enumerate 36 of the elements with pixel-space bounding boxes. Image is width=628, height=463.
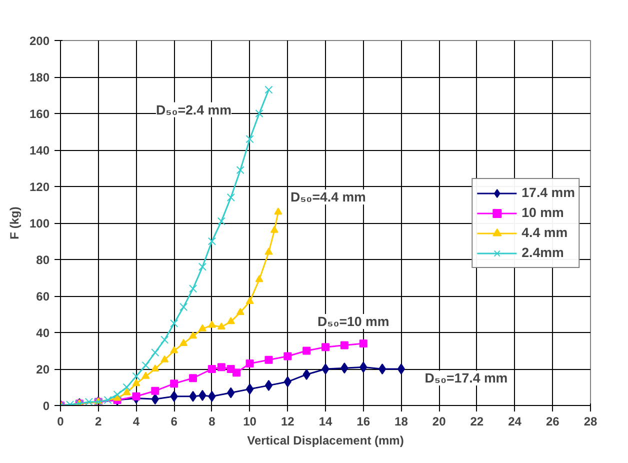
x-tick-label: 2 — [95, 414, 102, 428]
y-tick-label: 0 — [42, 399, 50, 413]
y-tick-label: 160 — [29, 107, 50, 121]
x-tick-label: 14 — [318, 414, 332, 428]
y-tick-label: 200 — [29, 34, 50, 48]
legend-label: 2.4mm — [522, 245, 564, 260]
x-tick-label: 26 — [546, 414, 560, 428]
y-tick-label: 60 — [36, 290, 50, 304]
x-tick-label: 8 — [208, 414, 216, 428]
legend-label: 17.4 mm — [522, 185, 575, 200]
y-tick-label: 140 — [29, 144, 50, 158]
y-tick-label: 180 — [29, 70, 50, 84]
y-tick-label: 80 — [36, 253, 50, 267]
x-tick-label: 16 — [356, 414, 370, 428]
y-tick-label: 40 — [36, 326, 50, 340]
annotation: D₅₀=2.4 mm — [156, 102, 232, 118]
legend-label: 4.4 mm — [522, 225, 568, 240]
annotation: D₅₀=10 mm — [317, 314, 390, 329]
annotation: D₅₀=17.4 mm — [424, 370, 508, 386]
x-tick-label: 4 — [132, 414, 140, 428]
annotation: D₅₀=4.4 mm — [290, 190, 366, 205]
x-tick-label: 24 — [508, 414, 522, 428]
x-tick-label: 6 — [170, 414, 178, 428]
x-tick-label: 10 — [243, 414, 257, 428]
y-tick-label: 100 — [29, 216, 50, 230]
x-tick-label: 18 — [394, 414, 408, 428]
x-tick-label: 12 — [280, 414, 295, 428]
x-axis-title: Vertical Displacement (mm) — [247, 434, 404, 448]
x-tick-label: 20 — [432, 414, 446, 428]
x-tick-label: 28 — [584, 414, 598, 428]
y-tick-label: 120 — [29, 180, 50, 194]
legend-label: 10 mm — [522, 205, 564, 220]
y-axis-title: F (kg) — [7, 206, 22, 240]
y-tick-label: 20 — [36, 362, 50, 376]
x-tick-label: 22 — [470, 414, 484, 428]
x-tick-label: 0 — [57, 414, 64, 428]
